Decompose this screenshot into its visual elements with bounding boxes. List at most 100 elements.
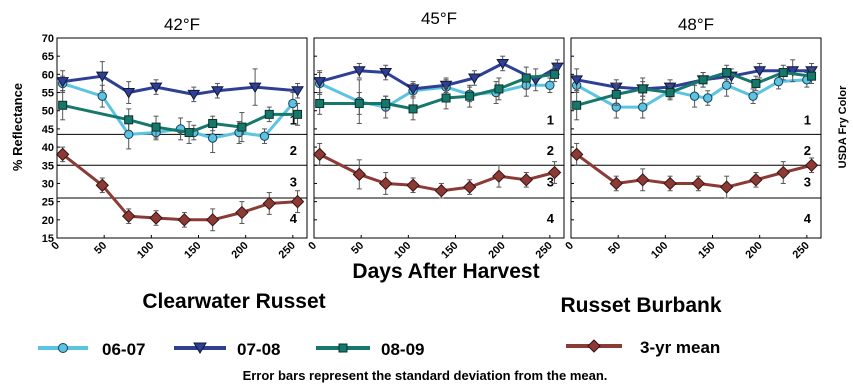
data-point-mean: [177, 213, 192, 227]
legend-marker-07-08: [193, 342, 207, 354]
x-tick-label: 200: [743, 240, 764, 261]
data-point-07-08: [570, 75, 584, 86]
fry-color-zone-label: 4: [290, 211, 298, 226]
series-mean: [312, 142, 562, 199]
y-tick-label: 30: [42, 178, 54, 190]
x-tick-label: 250: [277, 240, 298, 261]
fry-color-zone-label: 2: [804, 143, 811, 158]
data-point-mean: [406, 178, 420, 192]
data-point-mean: [719, 180, 734, 194]
legend-label-07-08: 07-08: [237, 340, 280, 359]
data-point-mean: [492, 169, 506, 183]
data-point-mean: [95, 178, 109, 192]
data-point-07-08: [248, 82, 262, 94]
panel-title: 48°F: [678, 15, 714, 34]
data-point-07-08: [149, 82, 163, 94]
y-axis-label: % Reflectance: [10, 83, 25, 171]
series-08-09: [572, 64, 817, 121]
data-point-mean: [609, 176, 623, 191]
y-tick-label: 25: [42, 197, 54, 209]
data-point-06-07: [721, 80, 732, 90]
data-point-08-09: [521, 73, 531, 83]
panel-title: 45°F: [421, 9, 457, 28]
panel-2: 45°F 1 2 3 4 0 50 100 150 200 250: [306, 9, 565, 261]
data-point-mean: [749, 173, 763, 187]
data-point-07-08: [187, 89, 201, 101]
data-point-08-09: [665, 88, 675, 98]
data-point-08-09: [751, 78, 761, 88]
panel-3: 48°F 1 2 3 4 0 50 100 150 200 250: [563, 15, 822, 261]
y-tick-label: 45: [42, 124, 54, 136]
data-point-mean: [691, 176, 706, 191]
x-tick-label: 100: [649, 240, 670, 261]
fry-color-zone-label: 4: [547, 211, 555, 226]
panel-frame: [56, 37, 308, 239]
data-point-06-07: [123, 129, 134, 140]
data-point-08-09: [550, 69, 560, 79]
legend-item-mean: 3-yr mean: [566, 338, 720, 357]
legend-marker-06-07: [58, 343, 68, 353]
legend-item-07-08: 07-08: [174, 340, 280, 359]
legend-label-06-07: 06-07: [102, 340, 145, 359]
data-point-mean: [434, 184, 449, 198]
data-point-07-08: [313, 77, 327, 88]
data-point-mean: [378, 176, 393, 191]
data-point-mean: [804, 158, 819, 172]
legend-item-08-09: 08-09: [316, 340, 424, 359]
data-point-06-07: [689, 91, 700, 101]
data-point-07-08: [753, 66, 767, 77]
y-tick-label: 65: [42, 51, 54, 63]
data-point-mean: [569, 147, 584, 162]
fry-color-zone-label: 3: [804, 175, 811, 190]
data-point-mean: [519, 173, 533, 187]
y-tick-label: 40: [42, 142, 54, 154]
data-point-08-09: [264, 109, 274, 119]
data-point-08-09: [381, 98, 391, 108]
data-point-mean: [262, 196, 276, 211]
data-point-08-09: [408, 104, 418, 114]
data-point-mean: [290, 194, 305, 209]
data-point-07-08: [291, 86, 304, 97]
x-axis-label: Days After Harvest: [352, 260, 539, 283]
data-point-mean: [776, 165, 790, 180]
panel-frame: [313, 37, 565, 239]
x-tick-label: 150: [439, 240, 460, 261]
fry-color-zone-label: 2: [547, 143, 554, 158]
data-point-08-09: [807, 71, 817, 81]
legend-label-mean: 3-yr mean: [640, 338, 720, 357]
y-tick-label: 55: [42, 88, 54, 100]
series-08-09: [315, 66, 560, 121]
legend-marker-mean: [587, 339, 601, 353]
data-point-08-09: [237, 122, 247, 132]
fry-color-zone-label: 2: [290, 143, 297, 158]
data-point-08-09: [572, 100, 582, 110]
data-point-07-08: [379, 68, 393, 79]
data-point-08-09: [151, 122, 161, 132]
data-point-08-09: [354, 98, 364, 108]
panel-1: 42°F 1 2 3 4 15 20 25 30 35 40 45 50 55 60 65 70 0 50 100 15…: [42, 15, 308, 261]
x-tick-label: 250: [534, 240, 555, 261]
data-point-07-08: [210, 86, 224, 97]
data-point-06-07: [637, 102, 648, 112]
legend: 06-07 07-08 08-09 3-yr mean: [38, 338, 720, 359]
data-point-06-07: [748, 91, 758, 101]
data-point-08-09: [441, 93, 451, 103]
data-point-06-07: [703, 93, 713, 103]
data-point-08-09: [698, 75, 708, 85]
data-point-07-08: [786, 66, 800, 77]
x-tick-label: 100: [135, 240, 156, 261]
fry-color-zone-label: 1: [290, 112, 297, 127]
x-tick-label: 100: [392, 240, 413, 261]
legend-label-08-09: 08-09: [381, 340, 424, 359]
y-tick-label: 20: [42, 215, 54, 227]
data-point-mean: [462, 180, 477, 194]
series-line-06-07: [575, 78, 807, 109]
data-point-mean: [205, 213, 220, 227]
right-axis-label: USDA Fry Color: [837, 85, 849, 168]
x-tick-label: 50: [606, 240, 623, 257]
data-point-mean: [121, 209, 136, 223]
fry-color-zone-label: 3: [547, 175, 554, 190]
series-line-08-09: [62, 103, 298, 134]
data-point-07-08: [467, 73, 481, 84]
